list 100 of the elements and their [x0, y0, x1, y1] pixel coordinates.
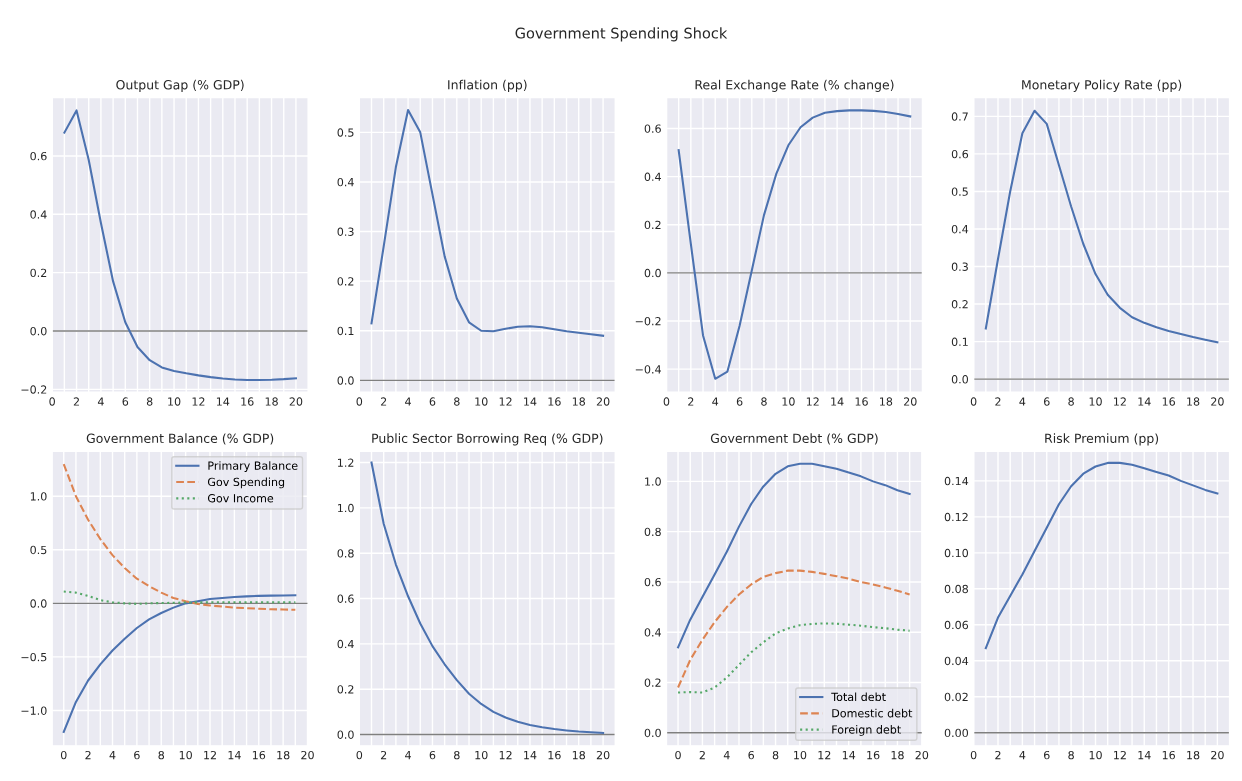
y-tick-label: 0.1 [951, 337, 968, 346]
line-series [677, 462, 911, 649]
legend-label: Foreign debt [832, 725, 901, 736]
y-tick-label: −0.2 [21, 385, 47, 394]
x-tick-label: 20 [301, 750, 314, 760]
chart-title: Government Balance (% GDP) [86, 433, 274, 445]
y-tick-label: 0.8 [644, 527, 661, 537]
y-tick-label: 0.00 [944, 728, 969, 738]
x-tick-label: 14 [1138, 751, 1151, 760]
x-tick-label: 18 [265, 397, 278, 406]
x-tick-label: 16 [548, 750, 561, 760]
x-tick-label: 14 [228, 751, 241, 760]
chart-title: Public Sector Borrowing Req (% GDP) [372, 433, 603, 446]
y-tick-label: 0.0 [644, 728, 661, 738]
x-tick-label: 18 [1187, 750, 1200, 760]
x-tick-label: 16 [855, 397, 868, 406]
line-series [62, 590, 297, 605]
x-tick-label: 6 [429, 750, 436, 760]
x-tick-label: 12 [499, 397, 512, 406]
chart-title: Risk Premium (pp) [1045, 433, 1159, 446]
x-tick-label: 0 [970, 750, 977, 760]
y-tick-label: 0.2 [337, 277, 354, 286]
x-tick-label: 16 [1162, 750, 1176, 760]
y-tick-label: 0.5 [337, 128, 354, 137]
x-tick-label: 4 [109, 751, 116, 760]
x-tick-label: 2 [995, 750, 1001, 760]
x-tick-label: 12 [806, 397, 819, 406]
legend-label: Primary Balance [208, 461, 298, 472]
x-tick-label: 2 [995, 397, 1001, 406]
y-tick-label: 0.14 [944, 476, 969, 486]
y-tick-label: 0.08 [944, 584, 968, 594]
x-tick-label: 0 [675, 750, 681, 760]
x-tick-label: 10 [475, 397, 488, 406]
chart-title: Real Exchange Rate (% change) [695, 79, 894, 92]
x-tick-label: 0 [970, 397, 977, 406]
y-tick-label: 0.4 [30, 210, 47, 219]
line-series [984, 461, 1219, 650]
x-tick-label: 14 [831, 397, 844, 406]
x-tick-label: 6 [736, 397, 743, 406]
y-tick-label: 0.2 [337, 685, 354, 694]
y-tick-label: 0.0 [644, 268, 661, 278]
y-tick-label: 0.0 [30, 326, 47, 336]
x-tick-label: 2 [380, 397, 387, 406]
x-tick-label: 18 [277, 750, 290, 760]
line-series [62, 594, 297, 733]
y-tick-label: 0.4 [337, 177, 354, 187]
x-tick-label: 6 [1043, 750, 1050, 760]
y-tick-label: 0.5 [951, 187, 968, 196]
y-tick-label: 0.4 [644, 628, 661, 637]
x-tick-label: 14 [1138, 397, 1151, 406]
x-tick-label: 4 [1019, 397, 1026, 406]
x-tick-label: 10 [1089, 397, 1102, 406]
y-tick-label: 0.6 [644, 124, 661, 133]
x-tick-label: 12 [1114, 397, 1126, 406]
y-tick-label: −0.5 [21, 652, 47, 662]
y-tick-label: 0.6 [644, 577, 661, 587]
legend-label: Domestic debt [832, 708, 913, 718]
y-tick-label: −0.2 [635, 316, 661, 326]
x-tick-label: 16 [252, 750, 266, 760]
legend-label: Gov Spending [207, 477, 285, 489]
y-tick-label: 0.6 [337, 594, 354, 603]
y-tick-label: 0.8 [337, 549, 354, 558]
y-tick-label: 0.02 [944, 692, 968, 702]
x-tick-label: 0 [356, 750, 363, 760]
x-tick-label: 10 [475, 750, 488, 760]
x-tick-label: 8 [1068, 750, 1074, 760]
x-tick-label: 2 [688, 397, 694, 406]
x-tick-label: 8 [158, 750, 165, 760]
x-tick-label: 4 [97, 397, 104, 406]
x-tick-label: 6 [122, 397, 129, 406]
y-tick-label: 0.12 [944, 512, 968, 522]
chart-title: Inflation (pp) [448, 79, 527, 92]
x-tick-label: 2 [380, 750, 387, 760]
y-tick-label: 0.6 [951, 149, 969, 159]
y-tick-label: 0.10 [944, 548, 969, 558]
x-tick-label: 8 [772, 750, 779, 760]
y-tick-label: 0.2 [951, 300, 968, 309]
x-tick-label: 14 [524, 751, 537, 760]
x-tick-label: 8 [454, 397, 460, 406]
y-tick-label: 1.2 [338, 458, 354, 467]
text: Government Spending Shock [515, 27, 728, 42]
x-tick-label: 12 [499, 750, 512, 760]
line-series [677, 622, 911, 694]
x-tick-label: 2 [85, 750, 91, 760]
line-series [370, 108, 605, 337]
x-tick-label: 6 [429, 397, 436, 406]
y-tick-label: 0.0 [337, 376, 354, 385]
x-tick-label: 12 [818, 750, 831, 760]
x-tick-label: 8 [1068, 397, 1074, 406]
x-tick-label: 20 [915, 750, 929, 760]
x-tick-label: 6 [748, 750, 755, 760]
x-tick-label: 20 [1211, 750, 1224, 760]
legend-label: Gov Income [207, 494, 274, 503]
y-tick-label: −1.0 [21, 706, 47, 715]
x-tick-label: 20 [289, 397, 303, 406]
line-series [370, 461, 605, 734]
y-tick-label: 0.04 [944, 656, 969, 666]
x-tick-label: 20 [596, 750, 610, 760]
x-tick-label: 4 [723, 751, 730, 760]
x-tick-label: 18 [880, 397, 893, 406]
